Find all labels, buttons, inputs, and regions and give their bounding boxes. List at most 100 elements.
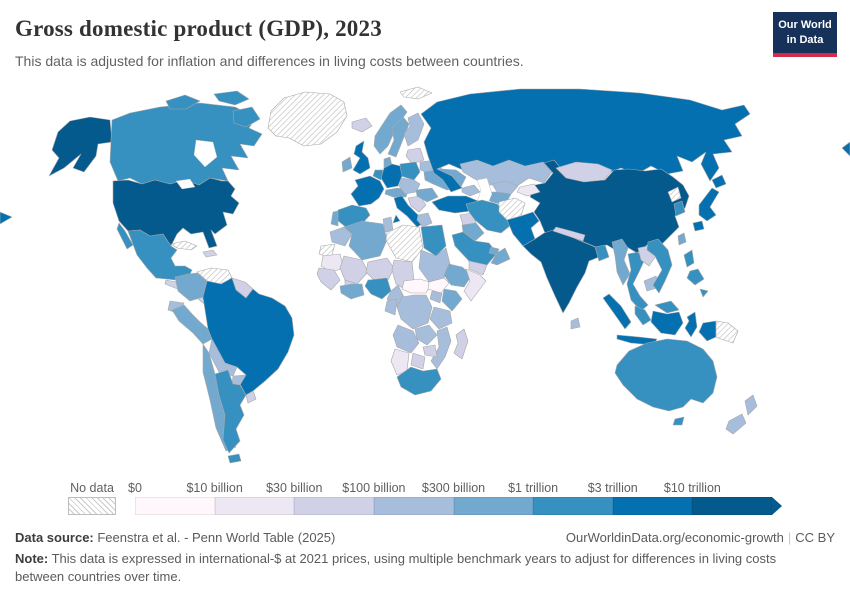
- country-taiwan[interactable]: [677, 232, 687, 246]
- country-mozambique[interactable]: [430, 326, 452, 370]
- country-bangladesh[interactable]: [594, 244, 610, 262]
- country-philippines-mindanao[interactable]: [699, 288, 709, 298]
- country-tierra-del-fuego[interactable]: [227, 453, 242, 464]
- legend-segment[interactable]: [612, 497, 693, 515]
- country-north-korea[interactable]: [667, 186, 682, 203]
- country-madagascar[interactable]: [453, 328, 469, 360]
- country-mongolia[interactable]: [555, 161, 613, 183]
- country-libya[interactable]: [385, 224, 424, 263]
- country-mauritania[interactable]: [320, 253, 345, 273]
- country-argentina[interactable]: [214, 369, 247, 454]
- country-tanzania[interactable]: [429, 306, 453, 330]
- country-baltics[interactable]: [405, 147, 425, 165]
- country-kenya[interactable]: [441, 288, 463, 312]
- country-canada-arctic1[interactable]: [165, 94, 201, 110]
- country-new-zealand-north[interactable]: [744, 394, 758, 416]
- country-ethiopia[interactable]: [443, 263, 473, 288]
- country-japan-kyushu[interactable]: [692, 220, 705, 232]
- country-australia[interactable]: [614, 338, 718, 412]
- country-russia[interactable]: [420, 88, 751, 193]
- country-tasmania[interactable]: [672, 416, 685, 426]
- country-mali[interactable]: [339, 255, 369, 285]
- country-indonesia-papua[interactable]: [698, 320, 717, 342]
- legend-segment[interactable]: [135, 497, 215, 515]
- country-morocco[interactable]: [329, 226, 353, 247]
- country-cuba[interactable]: [170, 240, 198, 251]
- country-indonesia-borneo[interactable]: [650, 310, 684, 336]
- legend-segment[interactable]: [453, 497, 534, 515]
- country-sweden[interactable]: [387, 116, 410, 158]
- country-czech-hungary[interactable]: [398, 177, 421, 195]
- legend-no-data-swatch[interactable]: [68, 497, 116, 515]
- country-alaska[interactable]: [48, 116, 113, 177]
- country-dr-congo[interactable]: [396, 294, 433, 330]
- country-malaysia[interactable]: [634, 305, 652, 326]
- country-canada-arctic2[interactable]: [213, 90, 250, 106]
- country-central-african-republic[interactable]: [401, 278, 433, 294]
- country-greece[interactable]: [416, 212, 433, 228]
- country-philippines-luzon[interactable]: [683, 249, 695, 268]
- country-somalia[interactable]: [463, 268, 487, 302]
- country-svalbard[interactable]: [399, 86, 433, 100]
- legend-segment[interactable]: [692, 497, 772, 515]
- country-namibia[interactable]: [390, 348, 410, 376]
- country-philippines-visayas[interactable]: [686, 268, 705, 286]
- country-colombia[interactable]: [174, 272, 208, 302]
- country-finland[interactable]: [403, 112, 425, 147]
- country-russia-right-wrap[interactable]: [841, 141, 850, 157]
- country-zimbabwe[interactable]: [422, 344, 438, 358]
- country-kyrgyz-tajik[interactable]: [516, 183, 541, 197]
- country-iraq[interactable]: [461, 222, 485, 242]
- legend-bar[interactable]: [135, 497, 772, 515]
- country-uzbekistan[interactable]: [491, 180, 519, 195]
- country-hispaniola[interactable]: [202, 249, 218, 258]
- country-indonesia-sumatra[interactable]: [602, 293, 632, 330]
- country-italy-sardinia[interactable]: [392, 214, 401, 224]
- legend-segment[interactable]: [214, 497, 295, 515]
- country-niger[interactable]: [365, 257, 395, 281]
- country-canada-baffin[interactable]: [232, 106, 261, 128]
- country-uae[interactable]: [488, 246, 500, 256]
- country-sri-lanka[interactable]: [570, 317, 581, 330]
- country-zambia[interactable]: [414, 324, 438, 346]
- country-ivory-ghana[interactable]: [339, 283, 365, 300]
- country-senegal-guinea[interactable]: [316, 267, 341, 291]
- country-japan-honshu[interactable]: [698, 187, 720, 222]
- country-poland[interactable]: [399, 161, 421, 181]
- country-united-kingdom[interactable]: [352, 140, 371, 175]
- country-nepal[interactable]: [552, 226, 586, 242]
- country-ireland[interactable]: [341, 156, 353, 173]
- country-portugal[interactable]: [330, 210, 339, 227]
- owid-logo[interactable]: Our World in Data: [773, 12, 837, 57]
- country-japan-hokkaido[interactable]: [711, 174, 727, 189]
- country-greenland[interactable]: [267, 91, 348, 147]
- legend-segment[interactable]: [294, 497, 374, 515]
- country-algeria[interactable]: [343, 220, 388, 261]
- country-pakistan[interactable]: [506, 211, 540, 247]
- country-south-korea[interactable]: [673, 200, 686, 217]
- country-oman[interactable]: [490, 247, 511, 266]
- owid-link[interactable]: OurWorldinData.org/economic-growth: [565, 530, 784, 545]
- country-uruguay[interactable]: [245, 390, 257, 404]
- country-iceland[interactable]: [351, 117, 373, 133]
- country-indonesia-sulawesi[interactable]: [684, 311, 698, 338]
- country-mexico[interactable]: [127, 229, 193, 281]
- legend-segment[interactable]: [533, 497, 613, 515]
- country-uganda[interactable]: [429, 290, 443, 304]
- country-france[interactable]: [350, 175, 385, 207]
- country-germany[interactable]: [380, 163, 403, 189]
- country-tunisia[interactable]: [382, 216, 394, 233]
- country-nigeria[interactable]: [364, 277, 392, 300]
- country-romania[interactable]: [415, 187, 439, 203]
- legend-segment[interactable]: [373, 497, 454, 515]
- country-malaysia-borneo[interactable]: [654, 300, 680, 314]
- country-mexico-baja[interactable]: [116, 222, 134, 250]
- country-botswana[interactable]: [410, 352, 426, 370]
- country-benelux[interactable]: [372, 169, 384, 181]
- country-papua-new-guinea[interactable]: [715, 320, 739, 344]
- country-south-africa[interactable]: [396, 366, 442, 396]
- country-congo-gabon[interactable]: [384, 298, 398, 316]
- country-new-zealand-south[interactable]: [725, 413, 747, 435]
- country-angola[interactable]: [392, 324, 420, 354]
- country-russia-left-wrap[interactable]: [0, 211, 13, 225]
